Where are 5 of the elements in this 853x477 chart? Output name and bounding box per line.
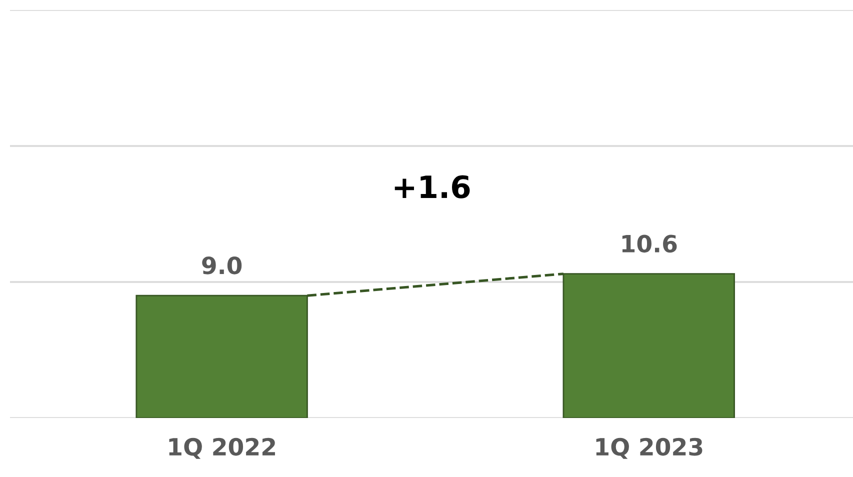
data-label: 10.6: [622, 234, 677, 253]
data-label: 9.0: [202, 256, 242, 274]
annotation: +1.6: [394, 175, 470, 198]
x-tick-label: 1Q 2023: [596, 438, 702, 459]
x-tick-label: 1Q 2022: [169, 438, 275, 459]
